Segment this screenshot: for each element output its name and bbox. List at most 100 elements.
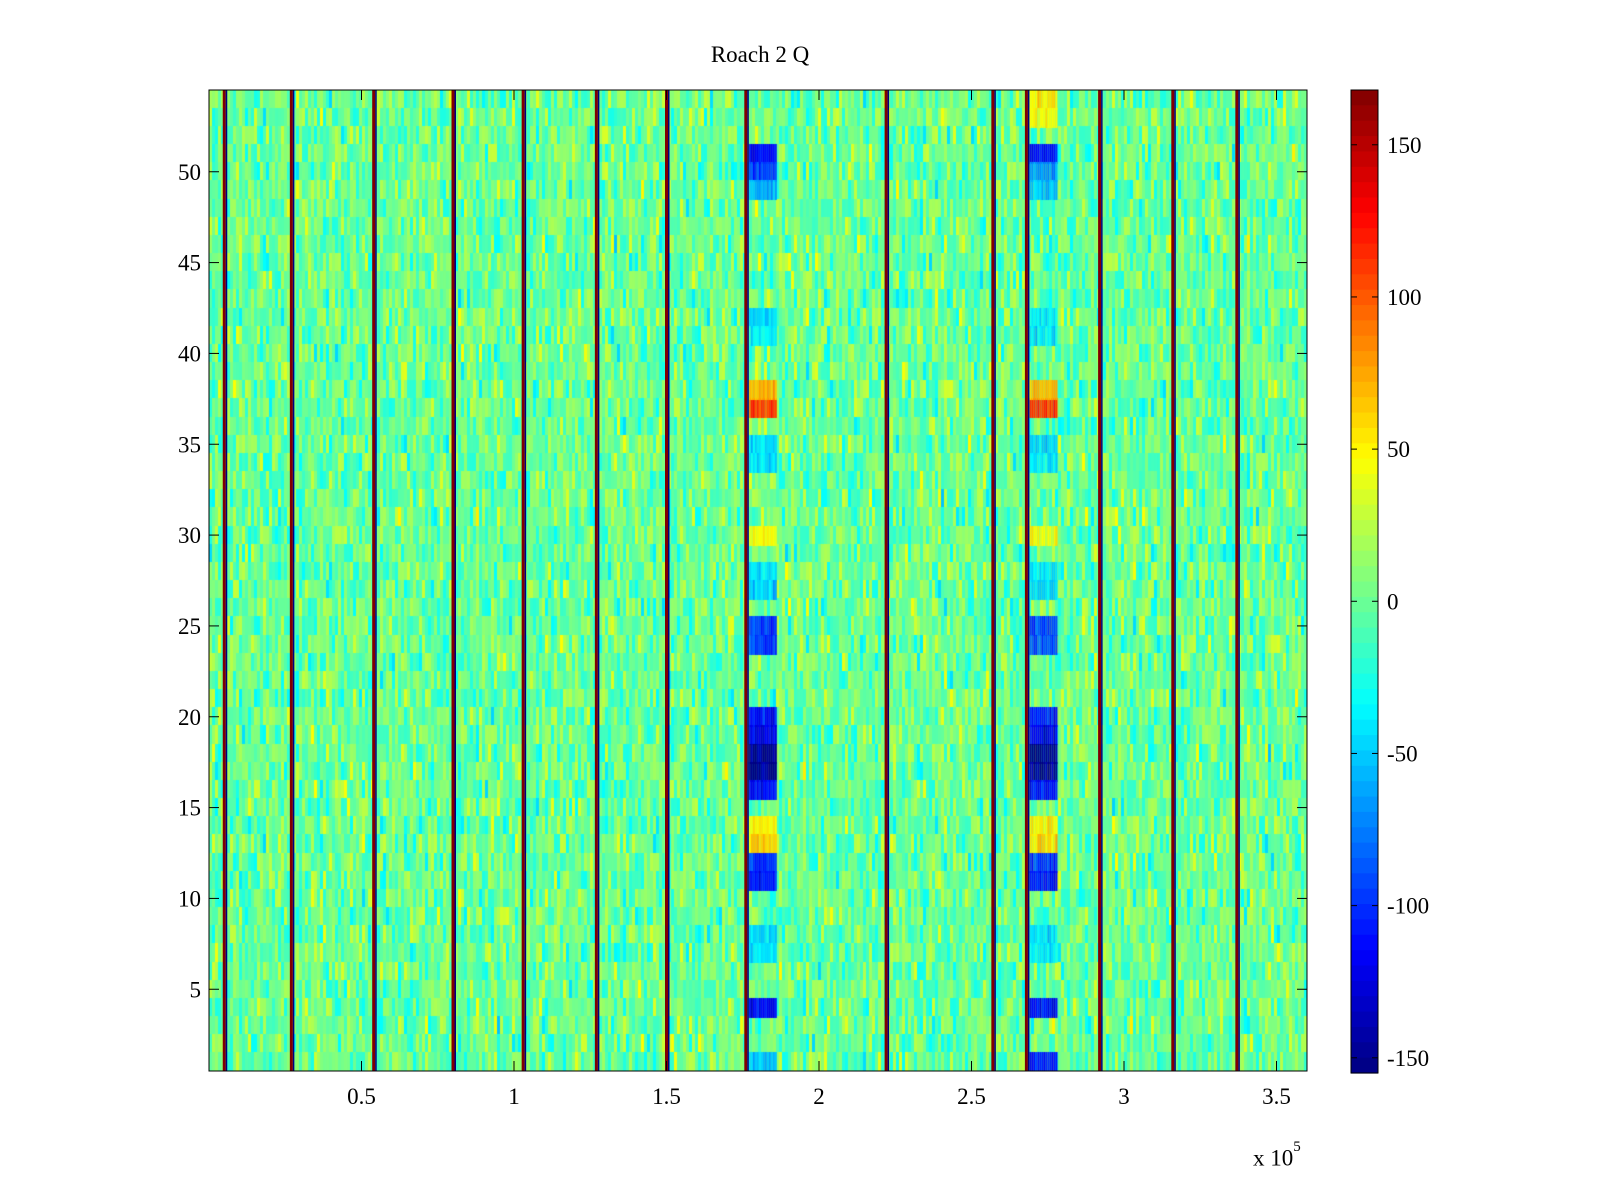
x-axis-ticks: 0.5 1 1.5 2 2.5 3 3.5 [347,90,1291,1109]
spike-column-9 [991,90,995,1071]
y-tick-label: 25 [178,614,201,639]
spike-column-3 [451,90,455,1071]
x-tick-label: 3.5 [1262,1084,1291,1109]
heatmap-layer [209,90,1307,1071]
spike-column-edge-3 [454,90,456,1071]
spike-column-10 [1024,90,1028,1071]
spike-column-13 [1235,90,1239,1071]
colorbar-tick-label: 100 [1387,285,1422,310]
colorbar-step [1351,950,1378,967]
colorbar-step [1351,827,1378,844]
colorbar-step [1351,427,1378,444]
spike-column-edge-11 [1101,90,1103,1071]
spike-column-edge-4 [524,90,527,1071]
colorbar-step [1351,689,1378,705]
spike-column-0 [222,90,226,1071]
x-multiplier-exponent: 5 [1293,1139,1301,1155]
spike-column-8 [884,90,888,1071]
y-tick-label: 45 [178,251,201,276]
colorbar-step [1351,934,1378,951]
colorbar-tick-label: 0 [1387,589,1399,614]
spike-column-4 [521,90,525,1071]
y-tick-label: 50 [178,160,201,185]
colorbar-step [1351,212,1378,229]
spike-column-12 [1171,90,1175,1071]
x-tick-label: 2.5 [957,1084,986,1109]
colorbar-step [1351,904,1378,921]
spike-column-edge-9 [994,90,996,1071]
spike-column-edge-2 [375,90,377,1071]
colorbar-step [1351,182,1378,199]
colorbar-step [1351,811,1378,828]
x-tick-label: 3 [1118,1084,1130,1109]
spike-column-edge-13 [1238,90,1240,1071]
colorbar-tick-label: -100 [1387,894,1429,919]
colorbar-step [1351,443,1378,460]
colorbar-step [1351,397,1378,414]
x-tick-label: 1 [508,1084,520,1109]
spike-column-edge-12 [1174,90,1176,1071]
x-axis-multiplier: x 105 [1253,1139,1301,1172]
colorbar-step [1351,274,1378,291]
colorbar-step [1351,980,1378,997]
y-tick-label: 20 [178,705,201,730]
colorbar-ticks: 150 100 50 0 -50 -100 -150 [1351,133,1429,1071]
colorbar-step [1351,243,1378,260]
colorbar-step [1351,781,1378,798]
x-tick-label: 2 [813,1084,825,1109]
colorbar-step [1351,305,1378,321]
colorbar-step [1351,996,1378,1013]
colorbar-step [1351,166,1378,183]
colorbar-step [1351,642,1378,659]
spike-column-edge-7 [747,90,749,1071]
colorbar-step [1351,504,1378,521]
y-axis-ticks: 5 10 15 20 25 30 35 40 45 50 [178,160,1307,1002]
colorbar-step [1351,197,1378,214]
x-tick-label: 1.5 [652,1084,681,1109]
spike-column-edge-6 [668,90,670,1071]
colorbar-step [1351,1057,1378,1074]
colorbar-step [1351,320,1378,337]
colorbar-step [1351,258,1378,275]
spike-column-edge-1 [292,90,295,1071]
y-tick-label: 5 [190,977,202,1002]
colorbar-step [1351,550,1378,567]
y-tick-label: 35 [178,432,201,457]
spike-column-edge-10 [1027,90,1030,1071]
spike-layer [222,90,1240,1071]
spike-column-2 [372,90,376,1071]
spike-column-1 [289,90,293,1071]
colorbar-step [1351,366,1378,383]
y-tick-label: 40 [178,341,201,366]
colorbar-step [1351,566,1378,583]
colorbar-step [1351,1042,1378,1059]
colorbar-step [1351,105,1378,122]
colorbar-step [1351,888,1378,905]
colorbar-tick-label: -150 [1387,1046,1429,1071]
colorbar-step [1351,658,1378,675]
colorbar-tick-label: 50 [1387,437,1410,462]
colorbar-step [1351,535,1378,552]
spike-column-edge-5 [597,90,600,1071]
colorbar-step [1351,351,1378,368]
colorbar-step [1351,381,1378,398]
colorbar-step [1351,120,1378,137]
colorbar-step [1351,1026,1378,1043]
spike-column-5 [594,90,598,1071]
colorbar-step [1351,673,1378,690]
colorbar-step [1351,719,1378,736]
colorbar-step [1351,228,1378,245]
chart-title: Roach 2 Q [710,42,810,67]
colorbar-step [1351,596,1378,613]
colorbar-tick-label: 150 [1387,133,1422,158]
colorbar-step [1351,90,1378,106]
heatmap-image [209,90,1307,1071]
colorbar-step [1351,873,1378,890]
x-tick-label: 0.5 [347,1084,376,1109]
x-multiplier-base: x 10 [1253,1145,1294,1171]
colorbar-step [1351,919,1378,936]
y-tick-label: 15 [178,796,201,821]
colorbar-step [1351,627,1378,644]
